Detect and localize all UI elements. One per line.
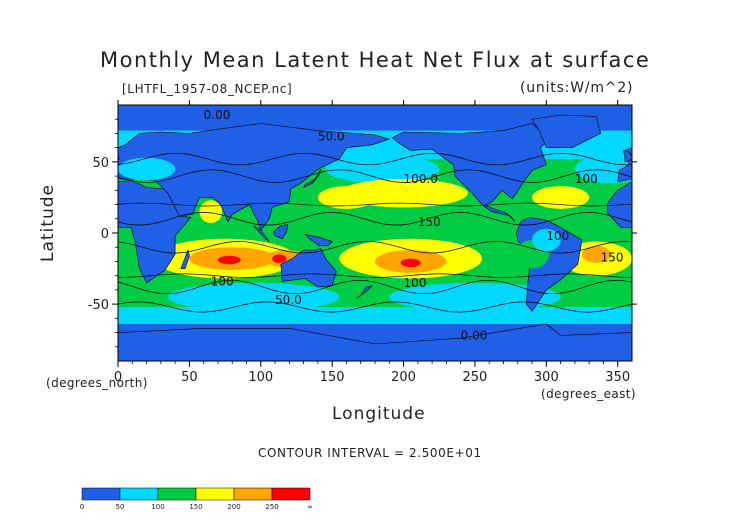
land-namerica (0, 124, 35, 222)
contour-label: 100 (404, 276, 427, 290)
flux-region (532, 186, 590, 209)
contour-label: 100 (211, 275, 234, 289)
flux-region (317, 186, 376, 209)
land-australia (280, 248, 337, 288)
contour-label: 150 (418, 215, 441, 229)
flux-region (582, 245, 611, 263)
colorbar-label: 200 (227, 503, 240, 511)
x-tick-label: 150 (320, 370, 345, 385)
colorbar-swatch (119, 487, 159, 501)
land-samerica (2, 217, 68, 311)
land-newguinea (304, 233, 333, 247)
flux-region (682, 283, 752, 311)
land-greenland (18, 115, 87, 148)
contour-label: 150 (601, 250, 624, 264)
flux-region (703, 247, 752, 270)
land-madagascar (180, 249, 190, 269)
x-tick-label: 0 (114, 370, 122, 385)
colorbar-label: 0 (80, 503, 84, 511)
colorbar-label: 250 (265, 503, 278, 511)
flux-region (632, 158, 689, 181)
land-antarctica (118, 332, 119, 361)
contour-lines (118, 152, 632, 313)
contour-line (118, 301, 632, 313)
colorbar-swatch (195, 487, 235, 501)
flux-region (199, 200, 223, 224)
units-label: (units:W/m^2) (520, 80, 634, 96)
contour-line (118, 169, 632, 183)
colorbar-label: ∞ (307, 503, 313, 511)
flux-region (325, 154, 440, 184)
flux-region (118, 157, 176, 181)
colorbar-swatch (271, 487, 311, 501)
flux-field (0, 105, 752, 361)
flux-region (272, 254, 287, 263)
contour-label: 50.0 (275, 293, 302, 307)
flux-region (167, 282, 340, 312)
x-axis-ticks: 0 50 100 150 200 250 300 350 (114, 100, 630, 385)
y-axis-title: Latitude (38, 184, 58, 262)
land-sumatra (253, 225, 270, 242)
x-tick-label: 100 (248, 370, 273, 385)
x-tick-label: 250 (463, 370, 488, 385)
x-tick-label: 200 (391, 370, 416, 385)
contour-label: 0.00 (461, 329, 488, 343)
colorbar-swatch (157, 487, 197, 501)
flux-region (389, 282, 561, 312)
land-madagascar (695, 250, 704, 269)
contour-line (118, 279, 632, 295)
colorbar-swatch (81, 487, 121, 501)
contour-label: 0.00 (204, 108, 231, 122)
flux-region (217, 255, 241, 265)
contour-labels: 0.00 50.0 100.0 100 150 100 150 100 50.0 100 0.00 (204, 108, 624, 342)
flux-region (68, 246, 97, 263)
colorbar-label: 100 (151, 503, 164, 511)
contour-label: 100 (575, 172, 598, 186)
y-tick-label: -50 (88, 298, 109, 313)
dataset-filename: [LHTFL_1957-08_NCEP.nc] (122, 82, 293, 96)
land-antarctica (118, 323, 632, 361)
colorbar-label: 150 (189, 503, 202, 511)
contour-line (118, 273, 632, 278)
land-newzealand (356, 285, 374, 299)
x-axis-unit: (degrees_east) (541, 387, 636, 401)
x-tick-label: 300 (534, 370, 559, 385)
land-africa (118, 180, 192, 284)
contour-label: 100 (546, 229, 569, 243)
x-tick-label: 50 (181, 370, 198, 385)
contour-label: 100.0 (404, 172, 438, 186)
chart-title: Monthly Mean Latent Heat Net Flux at sur… (100, 48, 651, 72)
contour-line (118, 212, 632, 226)
land-africa (607, 181, 632, 228)
flux-region (732, 256, 752, 265)
x-tick-label: 350 (605, 370, 630, 385)
contour-line (118, 152, 632, 166)
colorbar-swatch (233, 487, 273, 501)
land-borneo (273, 224, 289, 240)
land-antarctica (631, 332, 632, 361)
colorbar: 0 50 100 150 200 250 ∞ (80, 487, 313, 511)
land-eurasia (617, 147, 632, 183)
contour-interval-note: CONTOUR INTERVAL = 2.500E+01 (258, 446, 482, 460)
y-tick-label: 50 (92, 156, 109, 171)
flux-region (713, 200, 736, 223)
flux-region (668, 239, 752, 279)
colorbar-label: 50 (116, 503, 125, 511)
flux-region (1, 240, 35, 268)
contour-line (118, 202, 632, 207)
flux-region (0, 283, 47, 311)
contour-line (118, 241, 632, 254)
contour-label: 50.0 (318, 130, 345, 144)
land-japan (302, 168, 321, 189)
flux-region (574, 154, 632, 184)
y-axis-ticks: -50 0 50 (88, 118, 637, 348)
land-greenland (531, 114, 601, 148)
y-axis-unit: (degrees_north) (46, 376, 148, 390)
flux-region (400, 258, 421, 268)
flux-region (532, 228, 561, 252)
x-axis-title: Longitude (332, 404, 426, 424)
y-tick-label: 0 (101, 227, 109, 242)
